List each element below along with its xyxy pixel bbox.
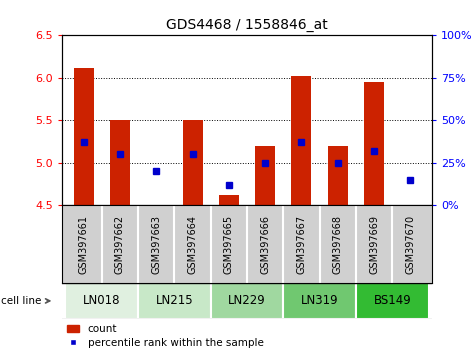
Bar bbox=[182, 120, 202, 205]
Text: GSM397663: GSM397663 bbox=[151, 215, 161, 274]
Bar bbox=[255, 146, 275, 205]
Text: GSM397668: GSM397668 bbox=[333, 215, 343, 274]
Text: GSM397669: GSM397669 bbox=[369, 215, 379, 274]
Bar bbox=[110, 120, 130, 205]
Text: GSM397661: GSM397661 bbox=[78, 215, 88, 274]
Legend: count, percentile rank within the sample: count, percentile rank within the sample bbox=[67, 324, 264, 348]
Text: GSM397666: GSM397666 bbox=[260, 215, 270, 274]
Bar bbox=[219, 195, 239, 205]
Text: GSM397664: GSM397664 bbox=[188, 215, 198, 274]
Text: GSM397670: GSM397670 bbox=[406, 215, 416, 274]
Text: LN229: LN229 bbox=[228, 295, 266, 307]
Bar bbox=[138, 283, 211, 319]
Text: GSM397667: GSM397667 bbox=[296, 215, 306, 274]
Text: BS149: BS149 bbox=[373, 295, 411, 307]
Text: LN319: LN319 bbox=[301, 295, 339, 307]
Text: GSM397665: GSM397665 bbox=[224, 215, 234, 274]
Text: GSM397662: GSM397662 bbox=[115, 215, 125, 274]
Text: cell line: cell line bbox=[1, 296, 50, 306]
Bar bbox=[292, 76, 312, 205]
Text: LN215: LN215 bbox=[155, 295, 193, 307]
Bar bbox=[74, 68, 94, 205]
Text: LN018: LN018 bbox=[83, 295, 121, 307]
Bar bbox=[328, 146, 348, 205]
Bar bbox=[364, 82, 384, 205]
Bar bbox=[356, 283, 428, 319]
Title: GDS4468 / 1558846_at: GDS4468 / 1558846_at bbox=[166, 18, 328, 32]
Bar bbox=[211, 283, 283, 319]
Bar bbox=[283, 283, 356, 319]
Bar bbox=[66, 283, 138, 319]
